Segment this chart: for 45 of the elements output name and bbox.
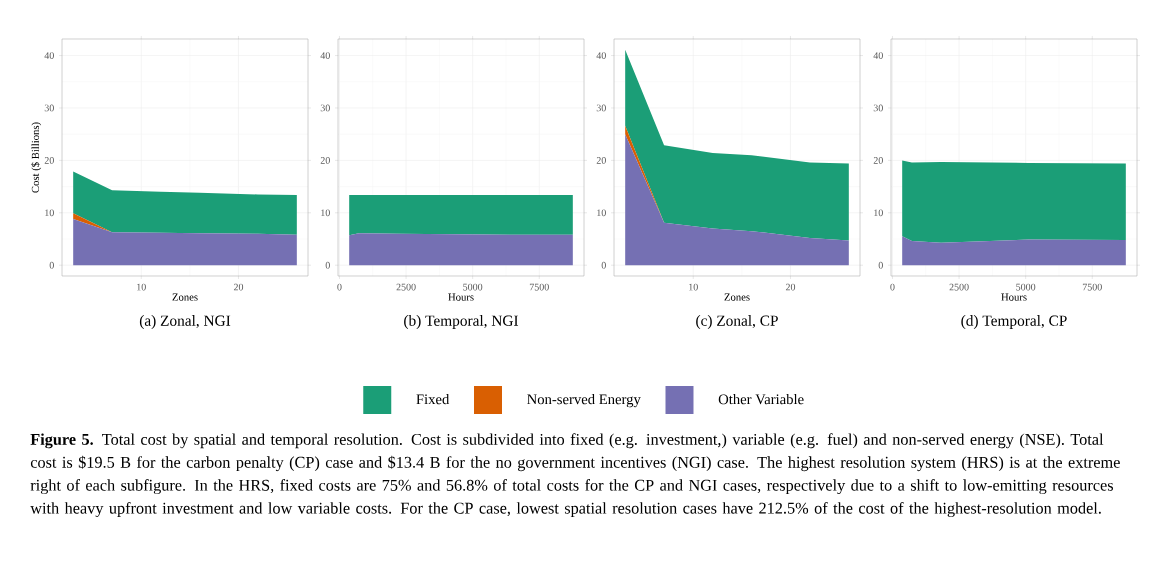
y-tick-label: 20: [873, 157, 883, 164]
y-tick-label: 30: [596, 104, 606, 112]
x-tick-label: 5000: [463, 283, 483, 291]
y-tick-label: 40: [596, 52, 606, 59]
y-tick-label: 0: [49, 261, 54, 269]
y-tick-label: 10: [45, 209, 54, 217]
x-tick-label: 20: [233, 283, 244, 291]
x-axis-title: Zones: [724, 293, 750, 301]
x-tick-label: 5000: [1016, 283, 1036, 291]
y-tick-label: 10: [874, 209, 883, 217]
y-tick-label: 0: [325, 261, 330, 269]
x-tick-label: 0: [890, 283, 895, 291]
y-axis-title: Cost ($ Billions): [31, 122, 42, 193]
y-tick-label: 20: [44, 157, 54, 164]
x-tick-label: 2500: [396, 283, 416, 291]
x-axis-title: Zones: [172, 293, 198, 301]
y-tick-label: 40: [320, 52, 330, 59]
text: (d) Temporal, CP: [961, 315, 1067, 329]
y-tick-label: 30: [873, 104, 883, 112]
x-tick-label: 2500: [949, 283, 969, 291]
text: (c) Zonal, CP: [696, 315, 778, 329]
x-tick-label: 10: [137, 283, 146, 291]
y-tick-label: 20: [596, 157, 606, 164]
y-tick-label: 0: [601, 261, 606, 269]
x-tick-label: 7500: [1082, 283, 1102, 291]
y-tick-label: 30: [44, 104, 54, 112]
legend-label: Other Variable: [718, 393, 804, 405]
y-tick-label: 0: [878, 261, 883, 269]
y-tick-label: 40: [873, 52, 883, 59]
y-tick-label: 30: [320, 104, 330, 112]
text: (a) Zonal, NGI: [139, 315, 231, 329]
y-tick-label: 40: [44, 52, 54, 59]
x-axis-title: Hours: [1001, 293, 1027, 301]
x-axis-title: Hours: [448, 293, 474, 301]
legend-label: Fixed: [416, 393, 450, 405]
text: Figure 5. Total cost by spatial and temporal resolution. Cost is subdivided into fixed (e.g. investment,) variable (e.g. fuel) and non-served energy (NSE). Total cost is $19.5 B for the carbon penalty (CP) case and $13.4 B for the no government incentives (NGI) case. The highest resolution system (HRS) is at the extreme right of each subfigure. In the HRS, fixed costs are 75% and 56.8% of total costs for the CP and NGI cases, respectively due to a shift to low-emitting resources with heavy upfront investment and low variable costs. For the CP case, lowest spatial resolution cases have 212.5% of the cost of the highest-resolution model.: [30, 433, 1120, 518]
y-tick-label: 10: [597, 209, 606, 217]
x-tick-label: 0: [337, 283, 342, 291]
x-tick-label: 20: [785, 283, 796, 291]
x-tick-label: 7500: [529, 283, 549, 291]
x-tick-label: 10: [689, 283, 698, 291]
y-tick-label: 10: [321, 209, 330, 217]
y-tick-label: 20: [320, 157, 330, 164]
text: (b) Temporal, NGI: [404, 315, 519, 329]
legend-label: Non-served Energy: [527, 393, 641, 408]
